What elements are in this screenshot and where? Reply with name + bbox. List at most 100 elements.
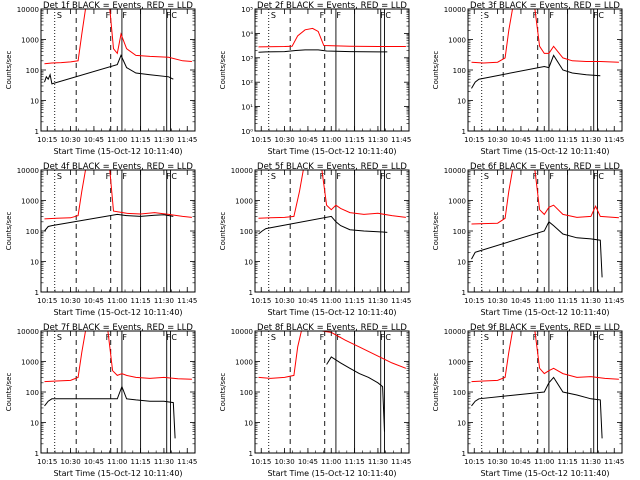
y-tick-label: 10000 [444, 6, 466, 14]
y-tick-label: 100 [453, 389, 466, 397]
flag-label: C [171, 172, 177, 181]
y-axis-label: Counts/sec [219, 373, 227, 412]
y-axis-label: Counts/sec [432, 373, 440, 412]
plot-frame [467, 169, 623, 293]
y-tick-label: 1000 [235, 359, 253, 367]
y-tick-label: 10² [241, 79, 253, 87]
x-tick-label: 11:30 [368, 458, 388, 466]
x-tick-label: 10:30 [60, 136, 80, 144]
flag-label: F [380, 11, 385, 20]
y-tick-label: 1 [462, 450, 466, 458]
x-tick-label: 11:45 [604, 136, 624, 144]
x-tick-label: 10:30 [60, 458, 80, 466]
panel-title: Det 2f BLACK = Events, RED = LLD [257, 1, 407, 11]
x-tick-label: 11:00 [321, 136, 341, 144]
y-axis-label: Counts/sec [5, 51, 13, 90]
x-tick-label: 11:00 [107, 297, 127, 305]
x-tick-label: 10:45 [84, 458, 104, 466]
x-tick-label: 10:45 [511, 297, 531, 305]
y-axis-label: Counts/sec [432, 51, 440, 90]
x-tick-label: 10:45 [298, 136, 318, 144]
y-tick-label: 1000 [21, 198, 39, 206]
x-tick-label: 10:15 [37, 458, 57, 466]
flag-label: F [122, 172, 127, 181]
flag-label: F [380, 172, 385, 181]
flag-label: F [106, 333, 111, 342]
x-tick-label: 11:15 [344, 458, 364, 466]
flag-label: S [484, 172, 489, 181]
y-tick-label: 10000 [444, 328, 466, 336]
x-tick-label: 11:15 [557, 136, 577, 144]
y-tick-label: 1 [35, 450, 39, 458]
series-line-events [44, 385, 176, 439]
flag-label: F [166, 333, 171, 342]
plot-frame [467, 330, 623, 454]
plot-frame [467, 8, 623, 132]
series-line-lld [258, 27, 406, 48]
y-tick-label: 1000 [21, 359, 39, 367]
y-tick-label: 1 [462, 128, 466, 136]
x-tick-label: 10:15 [251, 136, 271, 144]
flag-label: F [549, 11, 554, 20]
series-line-events [471, 221, 603, 278]
flag-label: S [484, 333, 489, 342]
y-tick-label: 10000 [231, 328, 253, 336]
y-tick-label: 10⁴ [241, 30, 253, 38]
y-tick-label: 100 [26, 67, 39, 75]
flag-label: F [320, 172, 325, 181]
flag-label: F [380, 333, 385, 342]
y-tick-label: 10³ [241, 55, 253, 63]
series-line-events [471, 376, 603, 439]
y-tick-label: 1000 [21, 37, 39, 45]
y-tick-label: 10000 [17, 6, 39, 14]
x-tick-label: 10:30 [60, 297, 80, 305]
flag-label: C [385, 11, 391, 20]
x-tick-label: 11:30 [368, 297, 388, 305]
flag-label: F [122, 11, 127, 20]
x-tick-label: 11:00 [534, 458, 554, 466]
y-tick-label: 10 [30, 259, 39, 267]
y-tick-label: 10 [457, 98, 466, 106]
y-tick-label: 100 [240, 389, 253, 397]
y-tick-label: 1 [35, 128, 39, 136]
x-tick-label: 11:30 [581, 297, 601, 305]
flag-label: F [593, 333, 598, 342]
panel-title: Det 1f BLACK = Events, RED = LLD [43, 1, 193, 11]
y-tick-label: 1000 [448, 359, 466, 367]
flag-label: S [271, 172, 276, 181]
y-tick-label: 10 [457, 420, 466, 428]
series-line-events [326, 356, 385, 432]
x-axis-label: Start Time (15-Oct-12 10:11:40) [267, 147, 396, 156]
x-axis-label: Start Time (15-Oct-12 10:11:40) [480, 147, 609, 156]
flag-label: S [271, 333, 276, 342]
y-tick-label: 10000 [444, 167, 466, 175]
y-axis-label: Counts/sec [432, 212, 440, 251]
flag-label: F [336, 11, 341, 20]
y-tick-label: 100 [26, 228, 39, 236]
series-line-events [258, 49, 388, 53]
panel-title: Det 4f BLACK = Events, RED = LLD [43, 162, 193, 172]
x-tick-label: 11:00 [321, 297, 341, 305]
flag-label: F [336, 333, 341, 342]
x-tick-label: 11:00 [107, 458, 127, 466]
flag-label: F [106, 11, 111, 20]
x-tick-label: 11:45 [391, 458, 411, 466]
y-tick-label: 100 [240, 228, 253, 236]
x-tick-label: 11:45 [177, 297, 197, 305]
series-line-events [258, 215, 388, 235]
flag-label: S [57, 172, 62, 181]
x-tick-label: 11:15 [557, 458, 577, 466]
y-tick-label: 1 [249, 450, 253, 458]
x-tick-label: 10:30 [274, 458, 294, 466]
x-tick-label: 11:00 [534, 297, 554, 305]
flag-label: C [598, 11, 604, 20]
series-line-lld [471, 330, 619, 383]
x-axis-label: Start Time (15-Oct-12 10:11:40) [267, 308, 396, 317]
x-tick-label: 10:15 [464, 136, 484, 144]
x-tick-label: 11:30 [368, 136, 388, 144]
series-line-lld [44, 330, 192, 383]
flag-label: F [106, 172, 111, 181]
x-tick-label: 11:00 [321, 458, 341, 466]
x-tick-label: 10:15 [37, 136, 57, 144]
x-tick-label: 11:30 [581, 458, 601, 466]
